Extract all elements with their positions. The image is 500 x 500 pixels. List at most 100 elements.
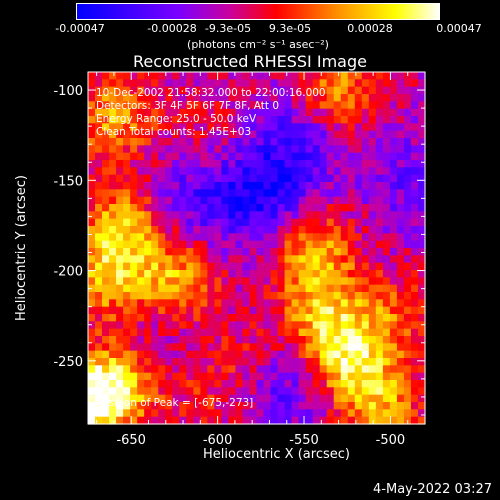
heatmap-cell bbox=[116, 152, 124, 161]
heatmap-cell bbox=[347, 394, 356, 403]
heatmap-cell bbox=[144, 233, 152, 242]
heatmap-cell bbox=[256, 123, 265, 132]
heatmap-cell bbox=[284, 123, 293, 132]
heatmap-cell bbox=[277, 108, 286, 117]
heatmap-cell bbox=[130, 138, 138, 146]
heatmap-cell bbox=[158, 387, 166, 396]
heatmap-cell bbox=[151, 86, 159, 95]
heatmap-cell bbox=[396, 380, 405, 388]
heatmap-cell bbox=[417, 314, 426, 322]
heatmap-cell bbox=[109, 284, 117, 293]
heatmap-cell bbox=[375, 416, 384, 425]
heatmap-cell bbox=[333, 299, 342, 308]
heatmap-cell bbox=[228, 314, 237, 322]
heatmap-cell bbox=[410, 72, 419, 80]
heatmap-cell bbox=[172, 79, 180, 88]
heatmap-cell bbox=[235, 277, 244, 286]
heatmap-cell bbox=[382, 116, 391, 124]
heatmap-cell bbox=[354, 270, 363, 278]
heatmap-cell bbox=[102, 240, 110, 249]
heatmap-cell bbox=[242, 160, 251, 168]
heatmap-cell bbox=[326, 358, 335, 366]
heatmap-cell bbox=[326, 387, 335, 396]
heatmap-cell bbox=[375, 167, 384, 176]
heatmap-cell bbox=[368, 306, 377, 315]
heatmap-cell bbox=[137, 314, 145, 322]
heatmap-cell bbox=[277, 116, 286, 124]
heatmap-cell bbox=[354, 189, 363, 198]
heatmap-cell bbox=[305, 336, 314, 344]
heatmap-cell bbox=[228, 365, 237, 374]
heatmap-cell bbox=[88, 262, 96, 271]
heatmap-cell bbox=[263, 255, 272, 264]
heatmap-cell bbox=[179, 409, 187, 418]
heatmap-cell bbox=[312, 182, 321, 190]
heatmap-cell bbox=[305, 167, 314, 176]
heatmap-cell bbox=[389, 196, 398, 205]
heatmap-cell bbox=[207, 79, 215, 88]
heatmap-cell bbox=[284, 94, 293, 102]
heatmap-cell bbox=[382, 204, 391, 212]
heatmap-cell bbox=[256, 167, 265, 176]
heatmap-cell bbox=[123, 416, 131, 425]
heatmap-cell bbox=[214, 314, 222, 322]
heatmap-cell bbox=[207, 182, 215, 190]
heatmap-cell bbox=[235, 72, 244, 80]
heatmap-cell bbox=[151, 123, 159, 132]
heatmap-cell bbox=[333, 262, 342, 271]
heatmap-cell bbox=[88, 394, 96, 403]
heatmap-cell bbox=[88, 328, 96, 337]
heatmap-cell bbox=[403, 299, 412, 308]
heatmap-cell bbox=[200, 160, 208, 168]
heatmap-cell bbox=[298, 277, 307, 286]
heatmap-cell bbox=[249, 314, 258, 322]
heatmap-cell bbox=[305, 387, 314, 396]
heatmap-cell bbox=[109, 108, 117, 117]
heatmap-cell bbox=[375, 182, 384, 190]
heatmap-cell bbox=[151, 321, 159, 330]
heatmap-cell bbox=[284, 409, 293, 418]
heatmap-cell bbox=[298, 123, 307, 132]
heatmap-cell bbox=[326, 284, 335, 293]
heatmap-cell bbox=[109, 116, 117, 124]
heatmap-cell bbox=[333, 270, 342, 278]
heatmap-cell bbox=[130, 182, 138, 190]
heatmap-cell bbox=[158, 152, 166, 161]
heatmap-cell bbox=[109, 387, 117, 396]
heatmap-cell bbox=[200, 86, 208, 95]
heatmap-cell bbox=[403, 160, 412, 168]
heatmap-cell bbox=[186, 152, 194, 161]
heatmap-cell bbox=[186, 277, 194, 286]
heatmap-cell bbox=[347, 138, 356, 146]
heatmap-cell bbox=[361, 255, 370, 264]
heatmap-cell bbox=[389, 336, 398, 344]
heatmap-cell bbox=[200, 270, 208, 278]
heatmap-cell bbox=[235, 402, 244, 410]
heatmap-cell bbox=[193, 116, 201, 124]
heatmap-cell bbox=[207, 299, 215, 308]
heatmap-cell bbox=[207, 160, 215, 168]
heatmap-cell bbox=[186, 394, 194, 403]
heatmap-cell bbox=[116, 189, 124, 198]
heatmap-cell bbox=[291, 350, 300, 359]
heatmap-cell bbox=[263, 292, 272, 300]
heatmap-cell bbox=[354, 299, 363, 308]
heatmap-cell bbox=[326, 299, 335, 308]
heatmap-cell bbox=[242, 167, 251, 176]
heatmap-cell bbox=[263, 218, 272, 227]
heatmap-cell bbox=[235, 365, 244, 374]
heatmap-cell bbox=[277, 196, 286, 205]
x-tick-label: -600 bbox=[203, 433, 233, 448]
heatmap-cell bbox=[109, 262, 117, 271]
heatmap-cell bbox=[214, 233, 222, 242]
heatmap-cell bbox=[396, 160, 405, 168]
heatmap-cell bbox=[214, 372, 222, 381]
heatmap-cell bbox=[263, 116, 272, 124]
heatmap-cell bbox=[256, 86, 265, 95]
heatmap-cell bbox=[165, 211, 173, 220]
heatmap-cell bbox=[242, 314, 251, 322]
heatmap-cell bbox=[284, 160, 293, 168]
heatmap-cell bbox=[102, 270, 110, 278]
heatmap-cell bbox=[123, 394, 131, 403]
heatmap-cell bbox=[235, 372, 244, 381]
